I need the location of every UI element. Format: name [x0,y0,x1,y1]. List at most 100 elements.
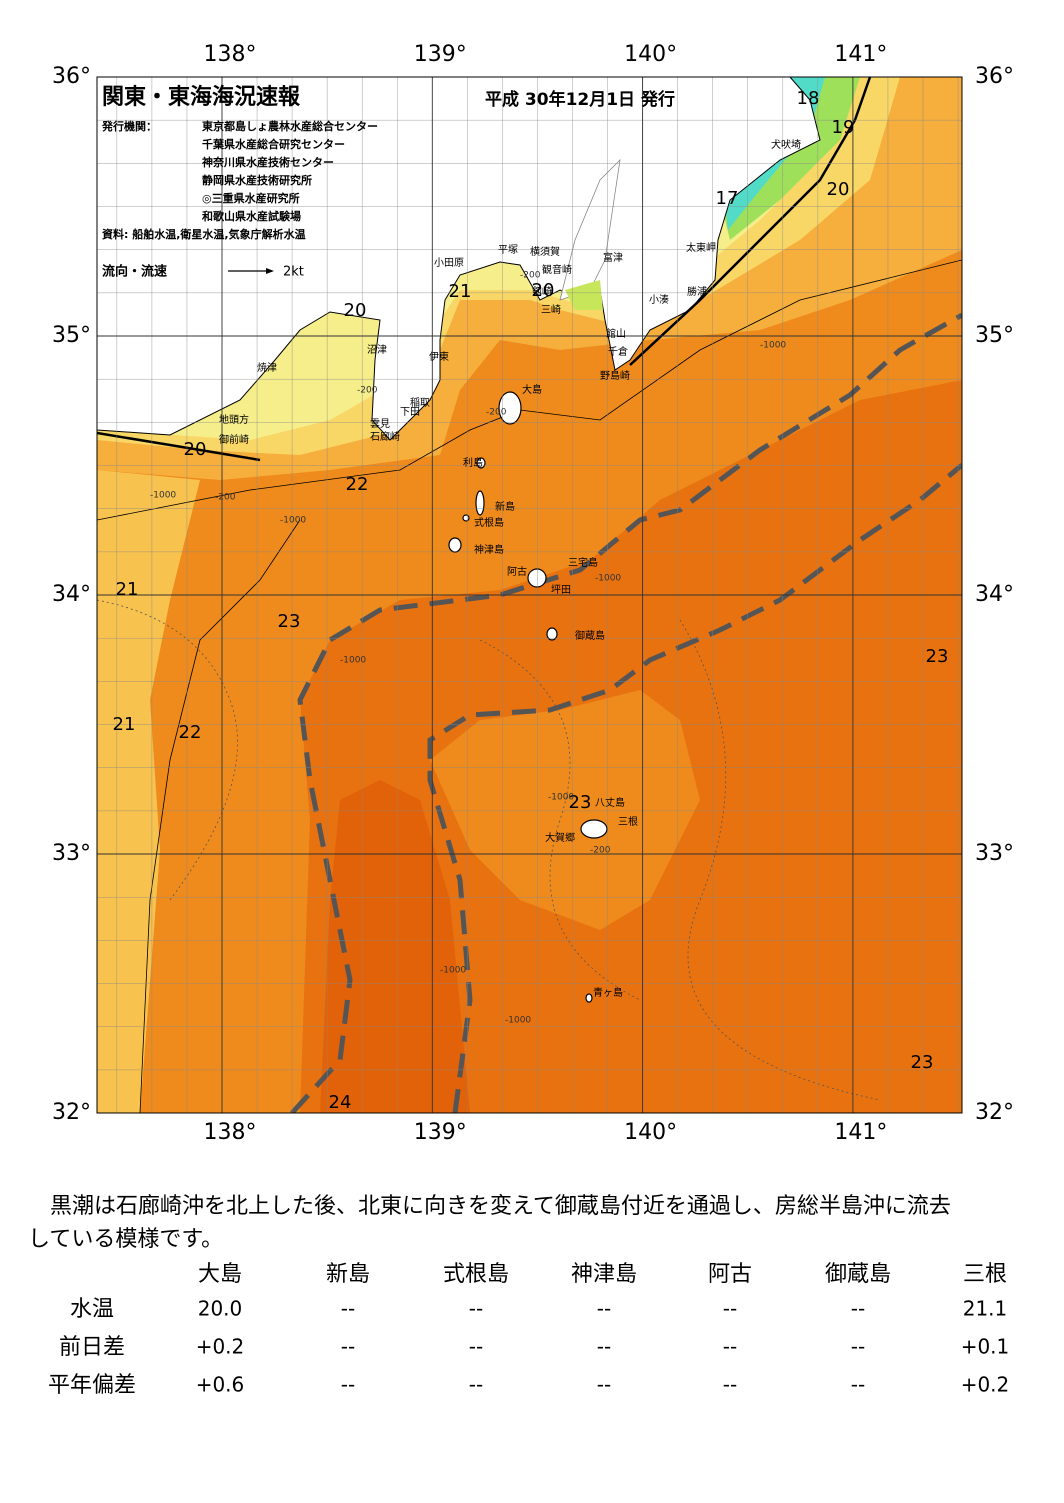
lat-label: 33° [52,841,91,866]
kuroshio-edge [427,463,962,1113]
island [580,819,608,839]
place-name: 御前崎 [219,433,249,446]
place-name: 野島崎 [600,369,630,382]
place-name: 三宅島 [568,556,598,569]
temperature-label: 24 [329,1092,352,1113]
table-cell: +0.2 [961,1373,1010,1397]
place-name: 剱崎 [532,285,552,298]
current-scale: 2kt [283,265,304,280]
publisher: 東京都島しょ農林水産総合センター [202,119,378,133]
place-name: 伊東 [429,350,449,363]
place-name: 千倉 [608,345,628,358]
table-cell: -- [469,1297,483,1321]
zone-21-west [97,470,200,1113]
isotherm-20 [97,431,261,462]
place-name: 横須賀 [530,245,560,258]
place-name: 観音崎 [542,263,572,276]
table-cell: +0.1 [961,1335,1010,1359]
temperature-label: 23 [569,792,592,813]
publisher-label: 発行機関： [101,119,157,133]
table-cell: -- [851,1297,865,1321]
temperature-label: 19 [832,117,855,138]
place-name: 利島 [463,456,483,469]
place-name: 館山 [606,327,626,340]
sources: 資料: 船舶水温,衛星水温,気象庁解析水温 [102,227,306,241]
graticule [97,77,962,1113]
lon-label: 141° [834,1120,887,1145]
publisher: 千葉県水産総合研究センター [202,137,345,151]
place-name: 八丈島 [595,796,625,809]
kuroshio-axis [290,312,962,1113]
temperature-label: 21 [113,714,136,735]
temperature-label: 23 [278,611,301,632]
temperature-label: 20 [344,300,367,321]
table-cell: +0.6 [196,1373,245,1397]
depth-label: -200 [215,493,236,503]
table-cell: -- [597,1373,611,1397]
bay-patch [565,280,603,310]
table-cell: -- [597,1335,611,1359]
depth-label: -200 [520,271,541,281]
table-cell: -- [723,1335,737,1359]
depth-label: -1000 [280,516,306,526]
lon-label: 139° [414,42,467,67]
island [498,391,522,425]
description: 黒潮は石廊崎沖を北上した後、北東に向きを変えて御蔵島付近を通過し、房総半島沖に流… [50,1194,951,1219]
row-label: 平年偏差 [48,1373,136,1398]
place-name: 大島 [522,383,542,396]
place-name: 小田原 [434,257,464,269]
lon-label: 140° [624,42,677,67]
depth-label: -1000 [440,966,466,976]
place-name: 神津島 [474,543,504,556]
table-cell: -- [469,1373,483,1397]
place-name: 三崎 [541,303,561,316]
legend-arrowhead [266,268,274,274]
depth-label: -200 [486,408,507,418]
table-cell: -- [597,1297,611,1321]
map-frame [96,76,963,1114]
table-cell: -- [341,1297,355,1321]
depth-label: -1000 [595,574,621,584]
lat-label: 36° [52,64,91,89]
island [585,993,593,1003]
table-cell: 21.1 [963,1297,1008,1321]
temperature-label: 23 [926,646,949,667]
zone-warm-eddy [430,690,700,930]
depth-label: -200 [357,386,378,396]
depth-label: -200 [590,846,611,856]
temperature-label: 21 [116,579,139,600]
temperature-label: 22 [346,474,369,495]
outer-labels: 138° 138° 139° 139° 140° 140° 141° 141° 36° 36° 35… [28,42,1014,1398]
table-header: 三根 [963,1262,1007,1287]
place-name: 平塚 [498,244,518,256]
islands [448,391,608,1003]
table-cell: -- [341,1373,355,1397]
lat-label: 35° [52,323,91,348]
temperature-label: 17 [716,188,739,209]
place-name: 坪田 [551,583,571,596]
depth-label: -1000 [760,341,786,351]
table-header: 神津島 [571,1262,637,1287]
lat-label: 36° [975,64,1014,89]
lon-label: 141° [834,42,887,67]
place-name: 小湊 [649,293,669,306]
place-name: 三根 [618,815,638,828]
table-header: 御蔵島 [825,1262,891,1287]
island [448,537,462,553]
map-title: 関東・東海海況速報 [102,84,301,110]
lon-label: 140° [624,1120,677,1145]
temperature-label: 20 [532,280,555,301]
temperature-label: 22 [179,722,202,743]
table-cell: -- [723,1297,737,1321]
place-name: 式根島 [474,516,504,529]
place-name: 稲取 [410,397,430,409]
island [546,627,558,641]
table-cell: -- [851,1373,865,1397]
depth-label: -1000 [505,1016,531,1026]
island [462,514,470,522]
table-cell: -- [341,1335,355,1359]
